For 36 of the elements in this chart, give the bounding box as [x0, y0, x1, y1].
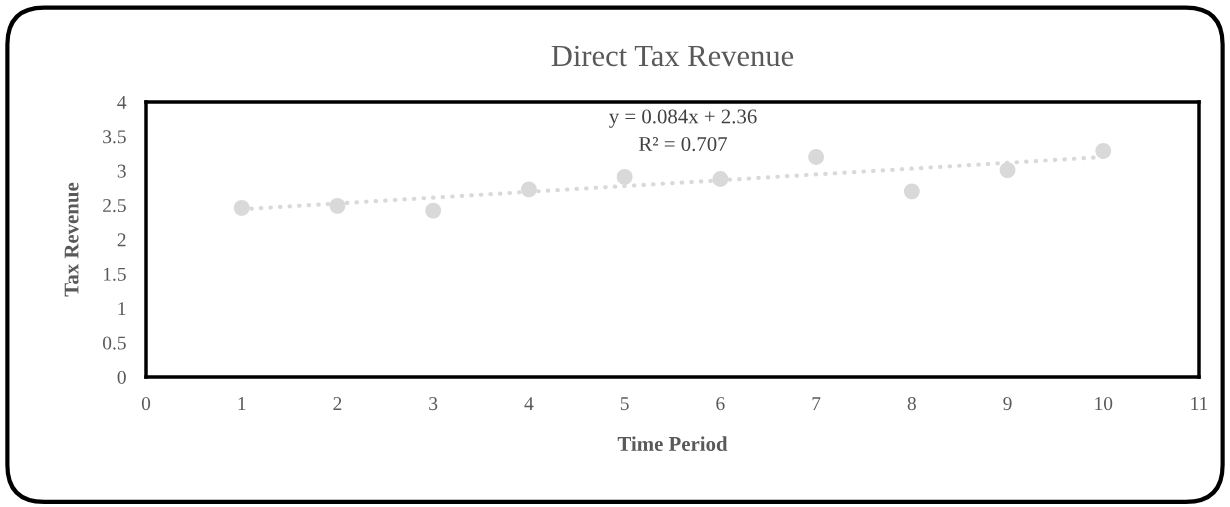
y-axis-title: Tax Revenue [64, 182, 79, 297]
point [616, 169, 633, 185]
x-tick-label: 8 [907, 397, 916, 411]
point [1095, 142, 1112, 159]
x-tick-label: 3 [429, 397, 438, 411]
x-tick-label: 5 [620, 397, 629, 411]
y-tick-label: 4 [117, 95, 127, 109]
y-tick-label: 3 [117, 164, 126, 178]
y-tick-label: 1 [118, 302, 126, 315]
annotation: R² = 0.707 [639, 136, 728, 152]
point [329, 197, 346, 214]
x-tick-label: 2 [333, 397, 342, 410]
x-tick-label: 0 [141, 397, 151, 411]
x-tick-label: 9 [1003, 397, 1012, 411]
point [520, 181, 537, 198]
y-tick-label: 2 [117, 233, 126, 247]
x-tick-label: 4 [524, 397, 534, 410]
point [712, 171, 729, 187]
x-tick-label: 6 [716, 397, 725, 411]
chart-title: Direct Tax Revenue [551, 45, 794, 67]
point [425, 202, 442, 219]
x-tick-label: 11 [1191, 397, 1208, 410]
x-axis-title: Time Period [617, 436, 728, 451]
y-tick-label: 0.5 [102, 336, 126, 350]
point [999, 162, 1016, 178]
x-tick-label: 7 [812, 397, 821, 410]
x-tick-label: 10 [1095, 397, 1113, 411]
y-tick-label: 0 [117, 370, 126, 384]
y-tick-label: 1.5 [103, 267, 126, 281]
x-tick-label: 1 [238, 397, 246, 410]
annotation: y = 0.084x + 2.36 [609, 109, 757, 128]
point [903, 183, 920, 200]
point [808, 149, 825, 165]
y-tick-label: 3.5 [103, 130, 126, 144]
point [233, 199, 250, 216]
y-tick-label: 2.5 [103, 199, 126, 213]
